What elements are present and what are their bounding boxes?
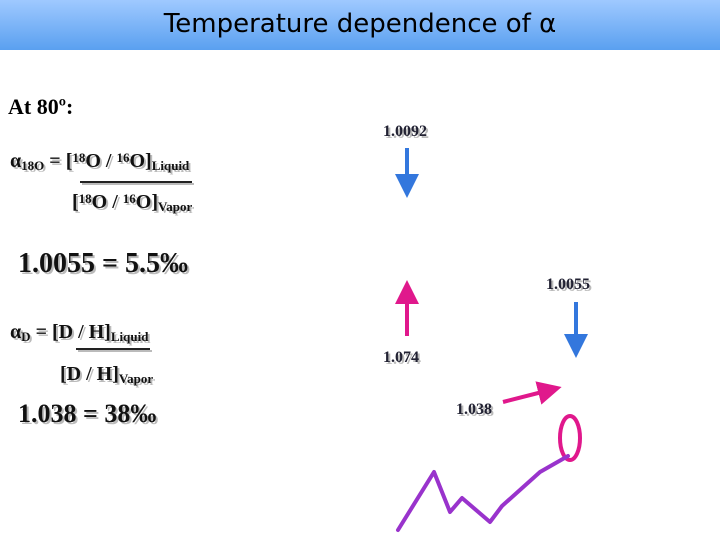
oxygen-result: 1.0055 = 5.5‰ xyxy=(18,248,188,279)
text-segment: α xyxy=(10,321,21,343)
text-segment: [ xyxy=(72,191,79,213)
text-segment: = [D / H] xyxy=(31,321,111,343)
deuterium-result: 1.038 = 38‰ xyxy=(18,399,156,428)
diagram-label: 1.038 xyxy=(456,401,492,418)
text-segment: D xyxy=(21,329,30,344)
squiggle xyxy=(396,454,570,532)
text-segment: O / xyxy=(92,191,123,213)
text-segment: 18O xyxy=(21,158,44,173)
text-segment: = [ xyxy=(44,150,72,172)
text-segment: [D / H] xyxy=(60,363,119,385)
text-segment: O / xyxy=(85,150,116,172)
deuterium-numerator: αD = [D / H]Liquid xyxy=(10,321,149,344)
text-segment: O] xyxy=(129,150,151,172)
equations: α18O = [18O / 16O]Liquid [18O / 16O]Vapo… xyxy=(10,123,590,428)
text-segment: α xyxy=(10,150,21,172)
drop-symbol xyxy=(558,414,582,462)
text-segment: 18 xyxy=(72,150,86,165)
text-segment: 18 xyxy=(79,191,93,206)
heading: At 80º: xyxy=(8,94,73,119)
text-segment: 16 xyxy=(123,191,137,206)
text-segment: Liquid xyxy=(111,329,149,344)
slide-title: Temperature dependence of α xyxy=(163,9,556,39)
oxygen-numerator: α18O = [18O / 16O]Liquid xyxy=(10,150,190,173)
text-segment: Liquid xyxy=(152,158,190,173)
deuterium-denominator: [D / H]Vapor xyxy=(60,363,153,386)
title-bar xyxy=(0,0,720,50)
text-segment: Vapor xyxy=(158,199,192,214)
diagram-label: 1.074 xyxy=(383,349,419,366)
text-segment: 16 xyxy=(116,150,130,165)
text-segment: Vapor xyxy=(119,371,153,386)
oxygen-denominator: [18O / 16O]Vapor xyxy=(72,191,192,214)
arrow-diagonal xyxy=(502,381,562,405)
diagram-label: 1.0092 xyxy=(383,123,427,140)
text-segment: O] xyxy=(136,191,158,213)
diagram-label: 1.0055 xyxy=(546,276,590,293)
